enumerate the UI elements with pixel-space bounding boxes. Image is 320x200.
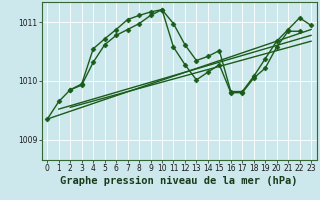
X-axis label: Graphe pression niveau de la mer (hPa): Graphe pression niveau de la mer (hPa) bbox=[60, 176, 298, 186]
